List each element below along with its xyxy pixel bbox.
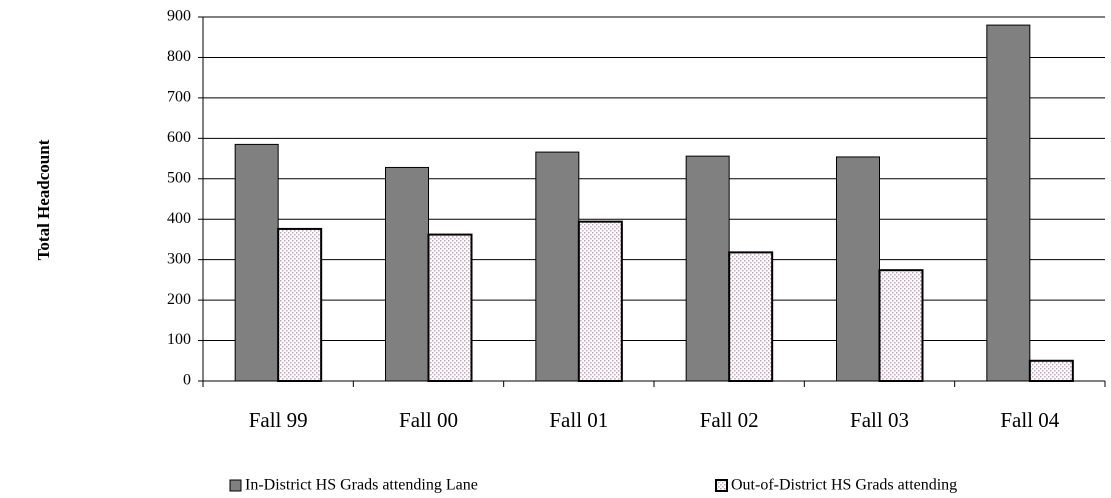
- legend-label: Out-of-District HS Grads attending: [731, 477, 957, 494]
- bar: [685, 155, 730, 382]
- y-tick-label: 700: [167, 89, 191, 106]
- bar: [234, 143, 279, 382]
- x-tick-label: Fall 99: [249, 408, 308, 432]
- bar: [577, 220, 623, 382]
- y-axis-title: Total Headcount: [34, 139, 53, 260]
- bar: [878, 269, 924, 382]
- legend-label: In-District HS Grads attending Lane: [245, 477, 478, 494]
- legend-swatch: [229, 479, 242, 492]
- y-tick-label: 400: [167, 210, 191, 227]
- x-tick-label: Fall 04: [1000, 408, 1059, 432]
- y-tick-label: 200: [167, 291, 191, 308]
- y-tick-label: 500: [167, 169, 191, 186]
- y-tick-label: 800: [167, 48, 191, 65]
- bar: [986, 24, 1031, 382]
- y-tick-label: 600: [167, 129, 191, 146]
- y-tick-label: 100: [167, 331, 191, 348]
- bar: [535, 151, 580, 382]
- y-tick-label: 300: [167, 250, 191, 267]
- x-tick-label: Fall 00: [399, 408, 458, 432]
- y-tick-label: 900: [167, 8, 191, 25]
- legend-swatch: [715, 479, 728, 492]
- x-tick-label: Fall 03: [850, 408, 909, 432]
- x-tick-label: Fall 02: [700, 408, 759, 432]
- bar: [728, 251, 774, 382]
- bar: [385, 166, 429, 382]
- bar: [427, 233, 473, 382]
- bar: [1028, 359, 1074, 382]
- bar: [836, 156, 880, 382]
- bar: [277, 227, 323, 382]
- y-tick-label: 0: [183, 372, 191, 389]
- x-tick-label: Fall 01: [549, 408, 608, 432]
